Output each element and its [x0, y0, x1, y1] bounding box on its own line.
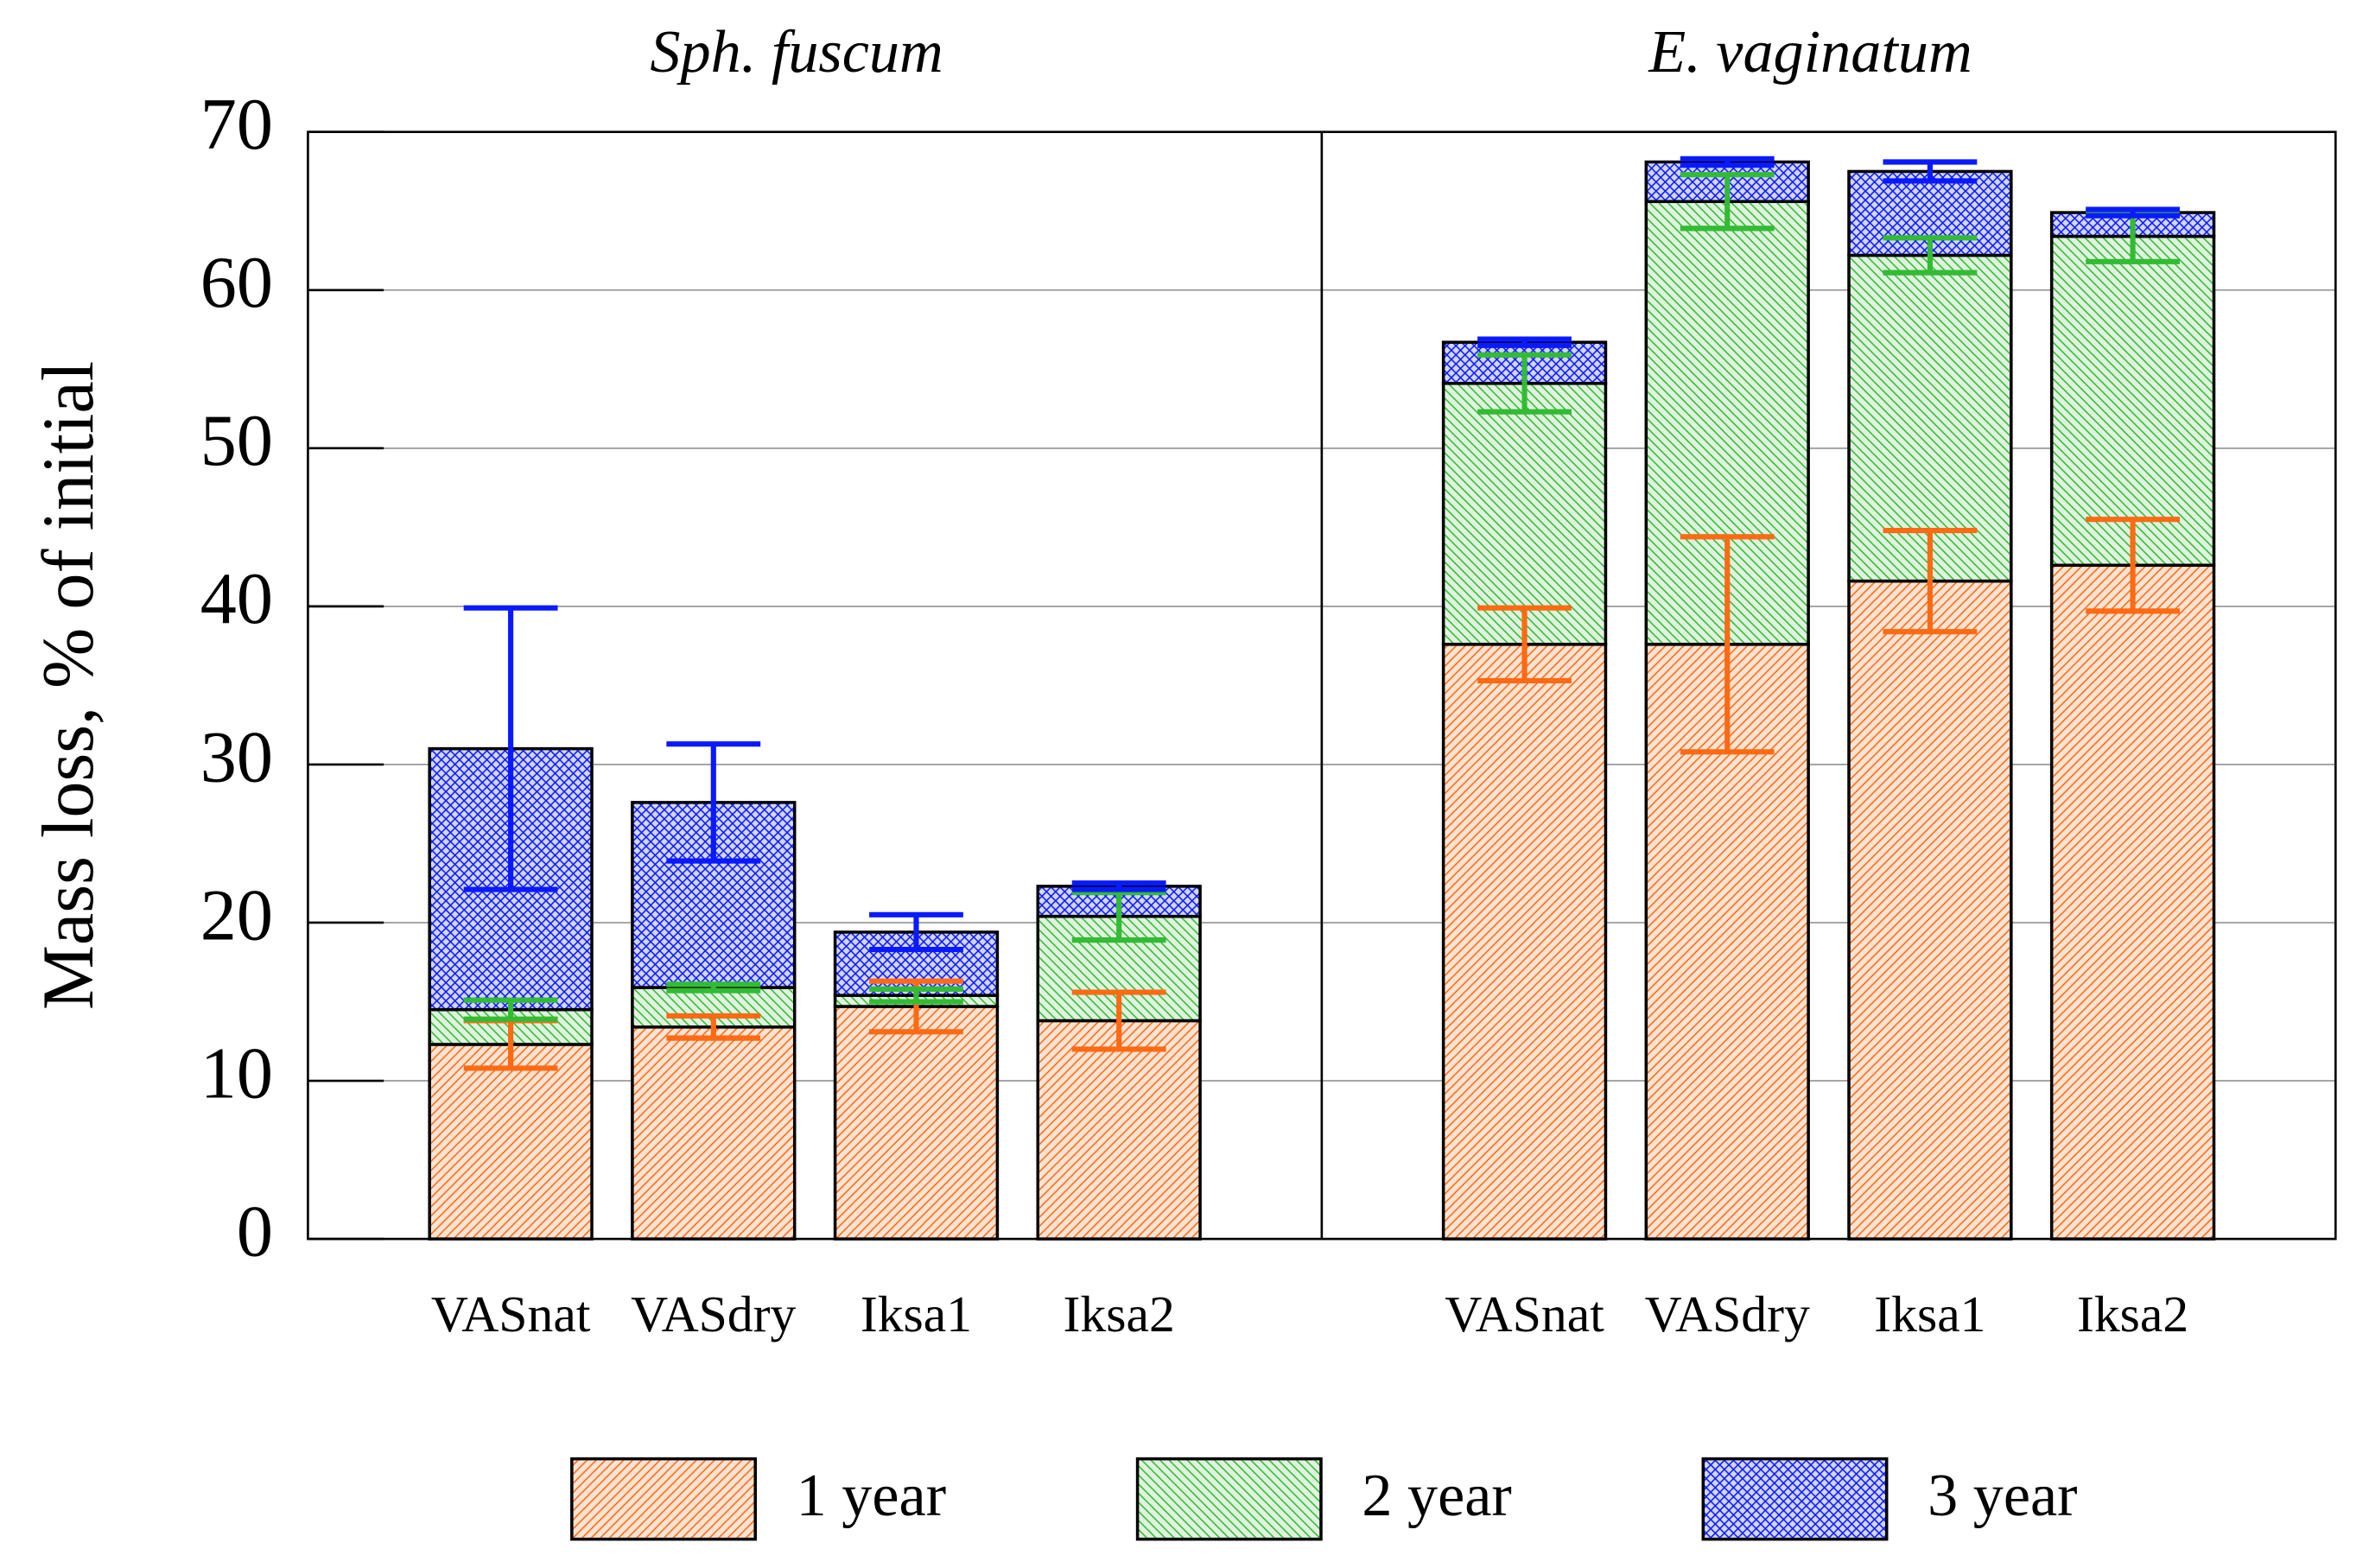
x-tick-label: VASdry	[631, 1286, 796, 1343]
group-title: Sph. fuscum	[650, 18, 943, 86]
error-bar	[463, 605, 558, 892]
error-bar	[463, 997, 558, 1022]
bar-segment	[1847, 253, 2013, 583]
error-bar	[2086, 206, 2181, 219]
legend-label: 1 year	[797, 1462, 946, 1529]
x-tick-label: VASnat	[431, 1286, 591, 1343]
legend-swatch	[570, 1457, 757, 1541]
error-bar	[869, 986, 963, 1005]
y-axis-label: Mass loss, % of initial	[29, 361, 109, 1010]
error-bar	[1680, 534, 1775, 755]
error-bar	[1883, 235, 1978, 276]
error-bar	[1883, 527, 1978, 635]
y-tick-label: 40	[200, 559, 273, 639]
bar-segment	[1441, 643, 1608, 1241]
error-bar	[1680, 156, 1775, 168]
x-tick-label: Iksa2	[1064, 1286, 1175, 1343]
error-bar	[1883, 159, 1978, 184]
bar-segment	[428, 1043, 594, 1241]
error-bar	[1477, 605, 1572, 683]
error-bar	[1071, 880, 1166, 892]
legend-swatch	[1701, 1457, 1889, 1541]
plot-frame	[307, 130, 2337, 1241]
error-bar	[666, 1013, 761, 1041]
group-title: E. vaginatum	[1648, 18, 1972, 86]
bar-segment	[1036, 1019, 1202, 1241]
bar-segment	[1847, 579, 2013, 1241]
error-bar	[666, 741, 761, 864]
error-bar	[1477, 336, 1572, 348]
y-tick-label: 30	[200, 717, 273, 797]
error-bar	[1071, 890, 1166, 943]
bar-segment	[833, 1005, 1000, 1241]
y-tick-label: 60	[200, 243, 273, 323]
bar-segment	[2049, 234, 2216, 568]
bar-segment	[631, 1025, 797, 1241]
error-bar	[1680, 172, 1775, 232]
error-bar	[666, 981, 761, 993]
y-tick-label: 10	[200, 1033, 273, 1114]
error-bar	[1071, 989, 1166, 1052]
bar-segment	[2049, 563, 2216, 1241]
bar-segment	[1441, 382, 1608, 646]
error-bar	[1477, 352, 1572, 415]
y-tick-label: 20	[200, 875, 273, 955]
x-tick-label: VASdry	[1645, 1286, 1810, 1343]
x-tick-label: Iksa2	[2077, 1286, 2188, 1343]
y-tick-label: 70	[200, 85, 273, 165]
x-tick-label: VASnat	[1445, 1286, 1604, 1343]
error-bar	[2086, 517, 2181, 614]
legend-swatch	[1135, 1457, 1323, 1541]
y-tick-label: 0	[237, 1191, 273, 1272]
legend-label: 2 year	[1362, 1462, 1511, 1529]
error-bar	[869, 911, 963, 953]
legend-label: 3 year	[1928, 1462, 2077, 1529]
y-tick-label: 50	[200, 401, 273, 481]
x-tick-label: Iksa1	[861, 1286, 972, 1343]
x-tick-label: Iksa1	[1874, 1286, 1985, 1343]
